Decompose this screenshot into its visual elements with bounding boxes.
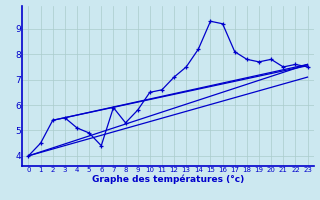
X-axis label: Graphe des températures (°c): Graphe des températures (°c) xyxy=(92,175,244,184)
